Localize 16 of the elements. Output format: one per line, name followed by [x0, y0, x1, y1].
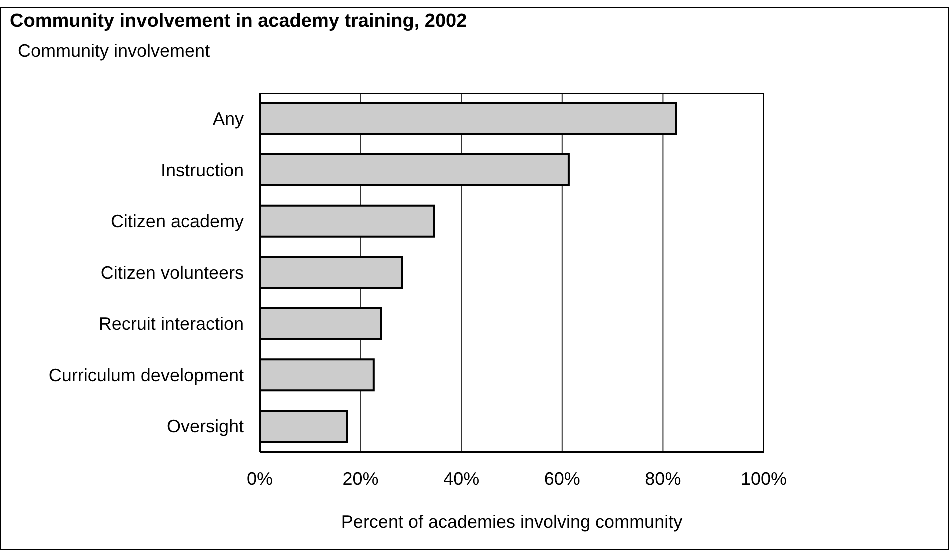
x-tick-label: 20% — [342, 468, 379, 489]
y-tick-label: Recruit interaction — [98, 314, 244, 334]
y-axis-title: Community involvement — [18, 41, 210, 62]
y-tick-label: Citizen academy — [110, 212, 244, 232]
x-tick-label: 0% — [246, 468, 274, 489]
y-tick-label: Any — [212, 109, 244, 130]
chart-title: Community involvement in academy training, 2002 — [10, 11, 468, 33]
y-tick-label: Curriculum development — [48, 365, 244, 386]
x-tick-label: 60% — [544, 468, 580, 489]
x-tick-label: 100% — [740, 468, 788, 489]
x-axis-title: Percent of academies involving community — [340, 512, 684, 533]
y-tick-label: Instruction — [160, 160, 244, 180]
x-tick-label: 80% — [645, 468, 682, 489]
y-tick-label: Citizen volunteers — [100, 262, 244, 283]
y-tick-label: Oversight — [166, 416, 244, 437]
x-tick-label: 40% — [444, 468, 480, 489]
